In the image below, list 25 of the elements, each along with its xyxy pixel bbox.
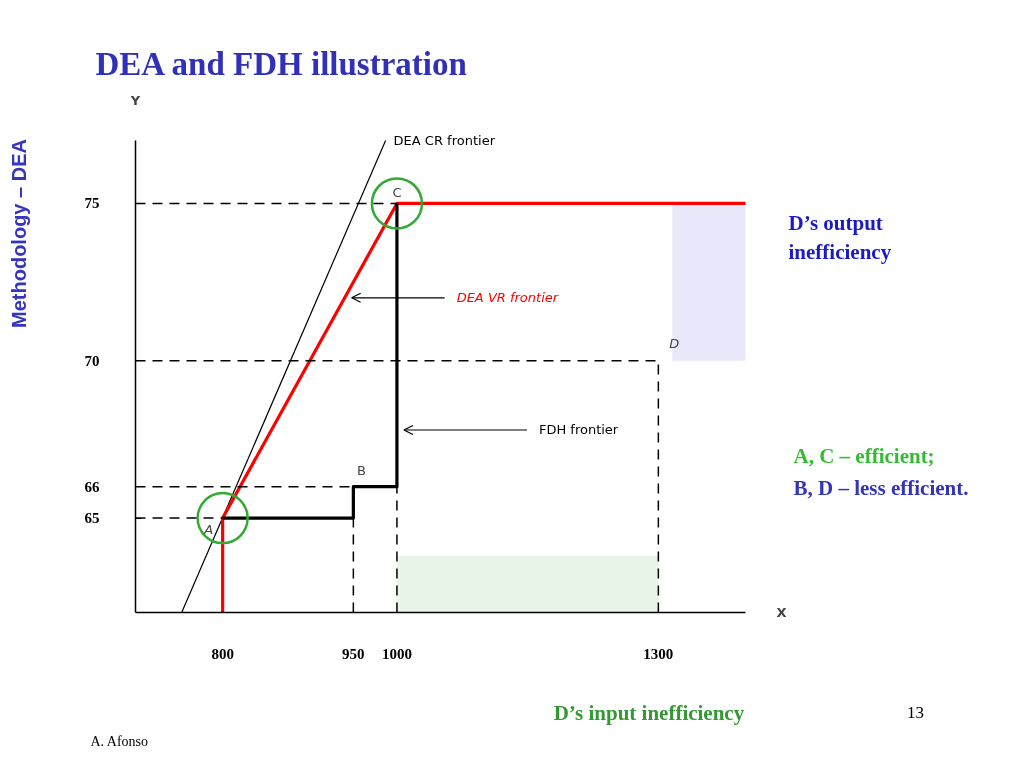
text: Methodology – DEA [7,139,30,328]
chart-title: DEA and FDH illustration [95,45,467,82]
text: A. Afonso [90,734,149,749]
x-axis-title: X [776,605,787,620]
text: A, C – efficient; [793,443,935,468]
x-tick-label: 800 [211,645,234,662]
annotation: C [392,184,402,200]
y-tick-label: 66 [84,478,100,495]
x-tick-label: 1300 [643,645,674,662]
annotation: A [203,521,214,537]
x-tick-label: 950 [342,645,365,662]
text: 13 [907,703,924,722]
y-tick-label: 65 [84,510,100,527]
band-label: D’s input inefficiency [553,700,745,725]
annotation: B [356,463,366,479]
y-tick-label: 70 [84,352,100,369]
band-label: D’s output inefficiency [788,211,892,265]
y-tick-label: 75 [84,195,100,212]
text: FDH frontier [538,422,619,438]
annotation: D [669,336,680,352]
text: B, D – less efficient. [793,475,969,500]
series-label: DEA CR frontier [393,133,496,148]
y-axis-title: Y [129,93,141,108]
x-tick-label: 1000 [381,645,412,662]
text: DEA VR frontier [456,290,560,306]
